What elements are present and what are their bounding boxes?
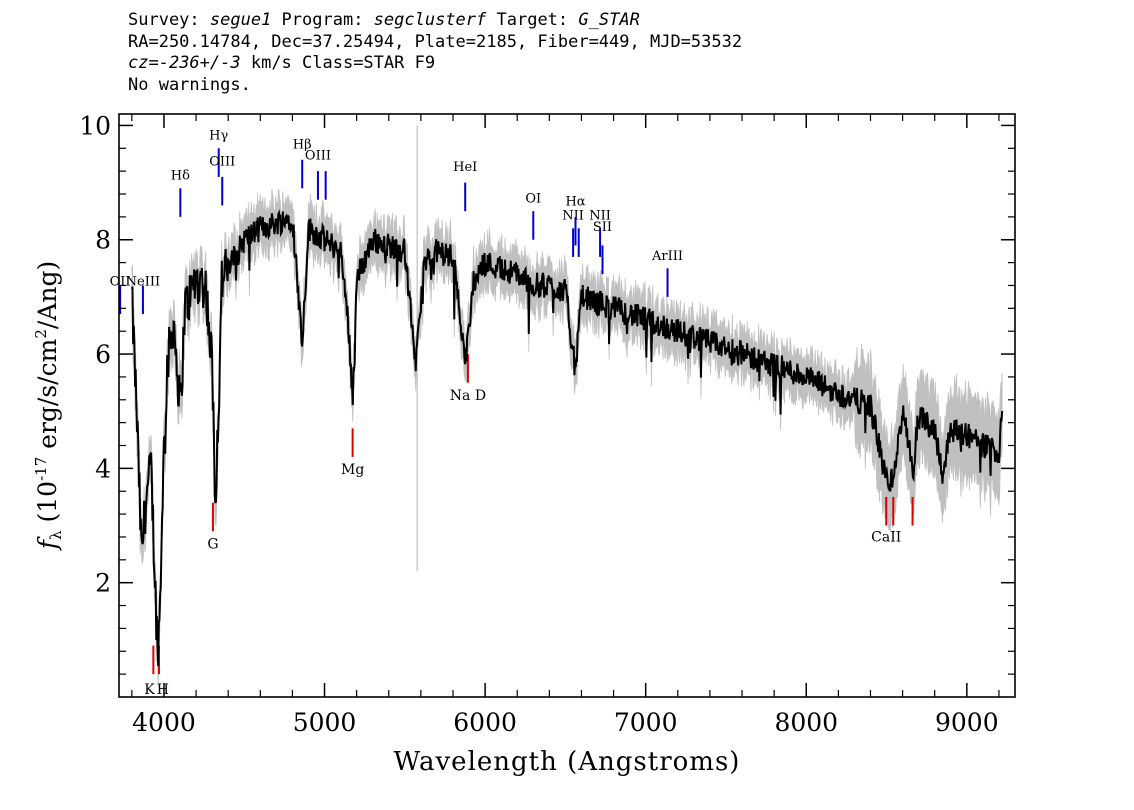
target-label: Target: (486, 10, 579, 30)
spectrum-header: Survey: segue1 Program: segclusterf Targ… (128, 10, 742, 96)
y-label-f: f (33, 536, 62, 551)
class-text: km/s Class=STAR F9 (240, 53, 436, 73)
survey-value: segue1 (209, 10, 272, 30)
emission-line-label: Hδ (171, 169, 190, 184)
error-band-area (131, 188, 1003, 687)
absorption-line-label: K (144, 682, 155, 698)
y-tick-label: 8 (95, 226, 111, 255)
emission-line-label: Hγ (209, 129, 228, 144)
plot-frame (118, 113, 1016, 698)
program-label: Program: (271, 10, 374, 30)
x-tick-label: 6000 (453, 708, 517, 737)
program-value: segclusterf (373, 10, 487, 30)
survey-label: Survey: (128, 10, 210, 30)
y-axis-label: fλ (10-17 erg/s/cm2/Ang) (32, 261, 65, 551)
header-line-2: RA=250.14784, Dec=37.25494, Plate=2185, … (128, 31, 743, 52)
emission-line-label: SII (593, 220, 612, 235)
absorption-line-label: H (157, 682, 169, 698)
y-tick-label: 6 (95, 340, 111, 369)
emission-line-label: Hβ (293, 137, 312, 152)
absorption-line-label: Mg (341, 462, 364, 478)
y-label-lambda: λ (47, 530, 65, 540)
target-value: G_STAR (578, 10, 640, 30)
y-tick-label: 4 (95, 454, 111, 483)
emission-line-label: Hα (565, 194, 585, 209)
emission-line-label: NII (562, 209, 584, 224)
y-label-end: /Ang) (33, 261, 62, 329)
x-tick-label: 5000 (293, 708, 357, 737)
absorption-line-label: CaII (871, 530, 901, 546)
x-tick-label: 7000 (614, 708, 678, 737)
emission-line-label: OIII (209, 154, 235, 169)
header-line-1: Survey: segue1 Program: segclusterf Targ… (128, 10, 742, 32)
x-tick-label: 9000 (935, 708, 999, 737)
flux-line (130, 209, 1004, 667)
emission-line-label: OIII (305, 149, 331, 164)
y-tick-label: 10 (79, 111, 111, 140)
absorption-line-label: G (207, 536, 218, 552)
emission-line-label: NeIII (126, 274, 160, 289)
absorption-line-label: Na D (450, 388, 486, 404)
flux-series (130, 209, 1004, 667)
x-tick-label: 4000 (132, 708, 196, 737)
y-label-units: erg/s/cm (33, 338, 62, 456)
line-markers: OIINeIIIHδHγOIIIHβOIIIHeIOINIIHαNIISIIAr… (110, 129, 914, 698)
emission-line-label: OI (525, 192, 541, 207)
x-axis-label: Wavelength (Angstroms) (394, 747, 741, 777)
header-line-3: cz=-236+/-3 km/s Class=STAR F9 (128, 53, 742, 75)
header-line-4: No warnings. (128, 74, 251, 95)
cz-label: cz= (128, 53, 159, 73)
emission-line-label: ArIII (651, 249, 683, 264)
emission-line-label: HeI (453, 160, 477, 175)
y-label-pre: (10 (33, 481, 62, 531)
x-tick-label: 8000 (774, 708, 838, 737)
cz-value: -236+/-3 (158, 53, 241, 73)
emission-line-label: NII (589, 209, 611, 224)
y-label-sq: 2 (32, 329, 50, 339)
y-label-exponent: -17 (32, 457, 50, 481)
y-tick-label: 2 (95, 569, 111, 598)
axis-ticks: 4000 5000 6000 7000 8000 9000 2 4 6 8 10 (79, 111, 1015, 737)
